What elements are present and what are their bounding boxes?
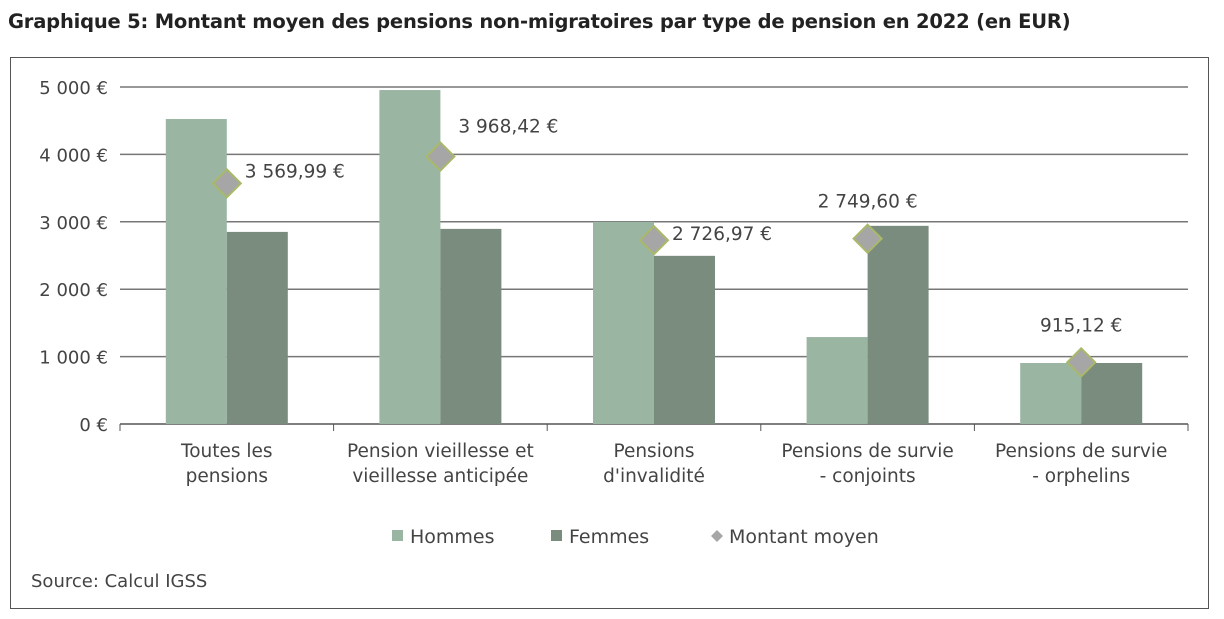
marker-montant-moyen: [211, 167, 243, 199]
data-label: 2 749,60 €: [818, 192, 918, 213]
data-label: 2 726,97 €: [672, 224, 772, 245]
bar-femmes: [654, 255, 715, 424]
bar-femmes: [867, 225, 929, 424]
legend-label: Hommes: [410, 526, 495, 548]
x-tick-label: Pension vieillesse et: [347, 441, 534, 462]
x-tick-label: d'invalidité: [603, 466, 705, 487]
chart-title: Graphique 5: Montant moyen des pensions …: [8, 10, 1071, 33]
data-label: 3 569,99 €: [245, 161, 345, 182]
legend-swatch-hommes: [392, 530, 403, 541]
x-tick-label: vieillesse anticipée: [352, 466, 528, 487]
data-label: 3 968,42 €: [458, 117, 558, 138]
legend-label: Montant moyen: [729, 526, 879, 548]
bar-hommes: [593, 221, 654, 424]
bar-femmes: [1081, 363, 1143, 424]
x-tick-label: - conjoints: [820, 466, 916, 487]
bar-femmes: [440, 228, 502, 424]
bar-hommes: [806, 337, 868, 424]
y-tick-label: 3 000 €: [39, 213, 108, 234]
data-label: 915,12 €: [1040, 315, 1122, 336]
y-tick-label: 5 000 €: [39, 78, 108, 99]
legend-swatch-montant-moyen: [711, 530, 723, 542]
x-tick-label: Pensions de survie: [781, 441, 953, 462]
marker-montant-moyen: [852, 223, 884, 255]
x-tick-label: - orphelins: [1032, 466, 1130, 487]
legend-swatch-femmes: [551, 530, 562, 541]
x-tick-label: Pensions: [613, 441, 694, 462]
y-tick-label: 4 000 €: [39, 145, 108, 166]
bar-hommes: [1020, 363, 1082, 424]
bar-hommes: [165, 119, 227, 424]
y-tick-label: 0 €: [79, 415, 108, 436]
source-note: Source: Calcul IGSS: [31, 571, 208, 592]
marker-montant-moyen: [1065, 346, 1097, 378]
y-tick-label: 2 000 €: [39, 280, 108, 301]
marker-montant-moyen: [424, 141, 456, 172]
x-tick-label: pensions: [186, 466, 268, 487]
x-tick-label: Toutes les: [180, 441, 273, 462]
chart-frame: [10, 57, 1209, 609]
bar-femmes: [226, 231, 288, 424]
x-tick-label: Pensions de survie: [995, 441, 1167, 462]
y-tick-label: 1 000 €: [39, 348, 108, 369]
legend-label: Femmes: [569, 526, 649, 548]
bar-hommes: [379, 90, 441, 425]
marker-montant-moyen: [638, 224, 670, 256]
